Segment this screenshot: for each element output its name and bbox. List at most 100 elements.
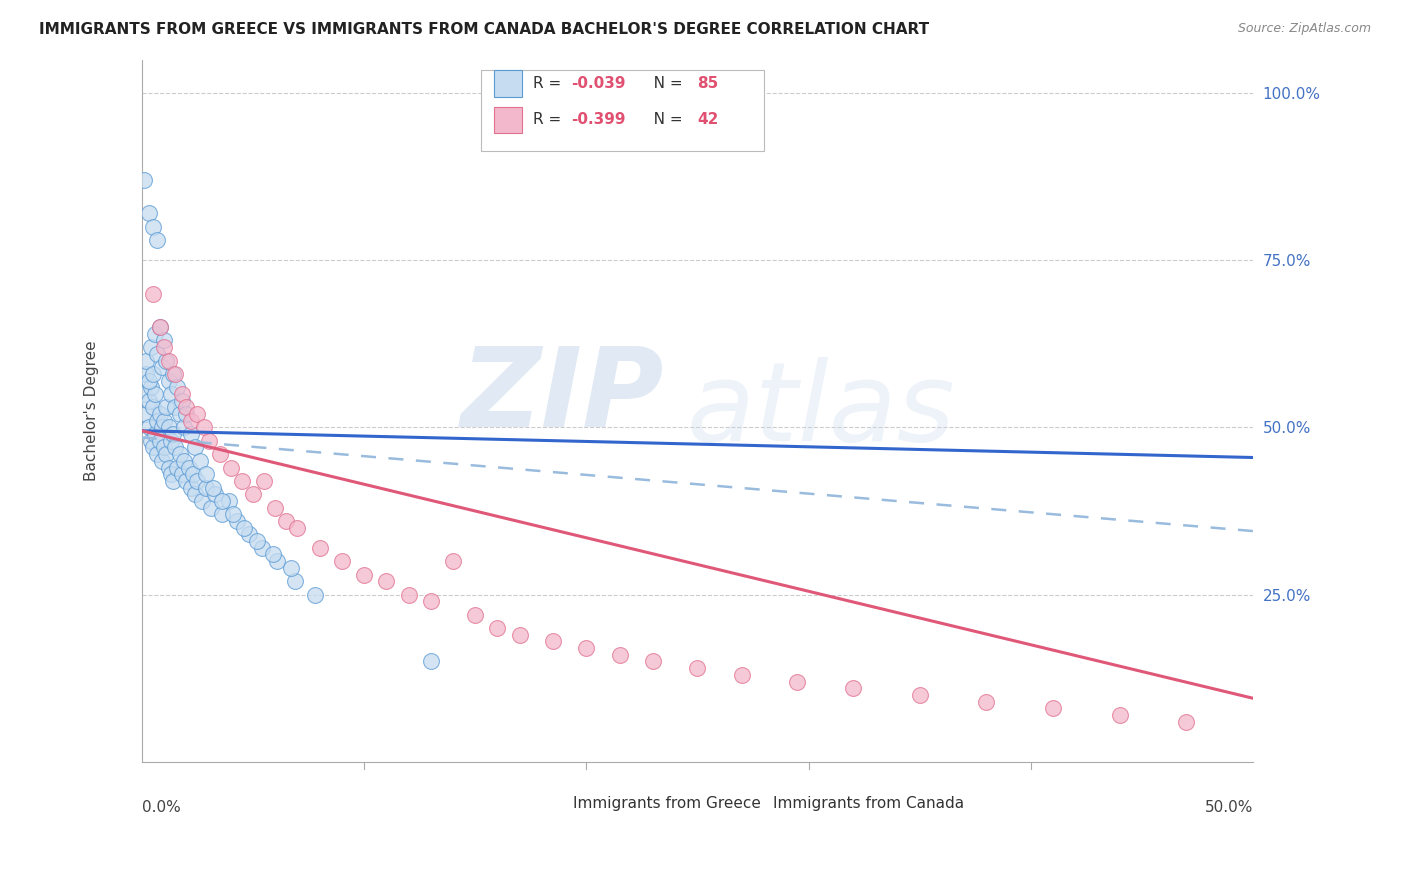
Point bbox=[842, 681, 865, 696]
Point bbox=[149, 434, 172, 448]
Point bbox=[174, 474, 197, 488]
Text: N =: N = bbox=[638, 76, 688, 91]
Point bbox=[162, 474, 184, 488]
Point bbox=[250, 541, 273, 555]
Point bbox=[150, 420, 173, 434]
Text: -0.399: -0.399 bbox=[571, 112, 626, 128]
Point bbox=[149, 320, 172, 334]
Text: Immigrants from Greece: Immigrants from Greece bbox=[574, 796, 761, 811]
Point bbox=[180, 414, 202, 428]
Point bbox=[541, 634, 564, 648]
Point bbox=[162, 427, 184, 442]
Point bbox=[135, 367, 157, 381]
Point bbox=[253, 474, 276, 488]
Point bbox=[138, 420, 160, 434]
Point bbox=[193, 420, 215, 434]
Point bbox=[138, 206, 160, 220]
Point bbox=[226, 514, 249, 528]
Point bbox=[201, 481, 224, 495]
Point bbox=[142, 286, 165, 301]
Bar bbox=[494, 107, 522, 133]
Point bbox=[143, 326, 166, 341]
Point bbox=[375, 574, 398, 589]
Point bbox=[153, 334, 176, 348]
Point bbox=[170, 387, 193, 401]
Point bbox=[238, 527, 260, 541]
Point bbox=[509, 628, 531, 642]
Point bbox=[155, 353, 177, 368]
Point bbox=[146, 414, 169, 428]
Text: 50.0%: 50.0% bbox=[1205, 800, 1253, 815]
Point bbox=[181, 467, 204, 482]
Point bbox=[353, 567, 375, 582]
Point bbox=[211, 494, 233, 508]
Text: R =: R = bbox=[533, 76, 567, 91]
Point bbox=[173, 454, 195, 468]
Point bbox=[150, 454, 173, 468]
Text: 0.0%: 0.0% bbox=[142, 800, 180, 815]
Point bbox=[208, 447, 231, 461]
Bar bbox=[494, 70, 522, 97]
Point bbox=[308, 541, 330, 555]
Point bbox=[159, 434, 181, 448]
Point bbox=[184, 441, 207, 455]
Point bbox=[173, 420, 195, 434]
Point bbox=[441, 554, 464, 568]
Text: ZIP: ZIP bbox=[461, 343, 664, 450]
Point bbox=[304, 588, 326, 602]
Point bbox=[157, 374, 180, 388]
Point bbox=[165, 401, 187, 415]
Point bbox=[169, 407, 191, 421]
Point bbox=[174, 407, 197, 421]
Point bbox=[246, 534, 269, 549]
Point bbox=[222, 508, 245, 522]
Point bbox=[149, 320, 172, 334]
Point bbox=[177, 460, 200, 475]
Point bbox=[155, 447, 177, 461]
Point bbox=[169, 447, 191, 461]
Point bbox=[575, 641, 598, 656]
Text: IMMIGRANTS FROM GREECE VS IMMIGRANTS FROM CANADA BACHELOR'S DEGREE CORRELATION C: IMMIGRANTS FROM GREECE VS IMMIGRANTS FRO… bbox=[39, 22, 929, 37]
Point bbox=[162, 367, 184, 381]
Point bbox=[142, 367, 165, 381]
Point bbox=[146, 447, 169, 461]
Point bbox=[135, 407, 157, 421]
Point bbox=[184, 487, 207, 501]
Point bbox=[170, 393, 193, 408]
Point bbox=[138, 374, 160, 388]
Point bbox=[139, 380, 162, 394]
Point bbox=[1108, 708, 1130, 723]
Point bbox=[219, 460, 242, 475]
Point bbox=[139, 340, 162, 354]
Point bbox=[231, 474, 253, 488]
Point bbox=[398, 588, 420, 602]
Point bbox=[146, 347, 169, 361]
Point bbox=[264, 500, 287, 515]
Point bbox=[150, 360, 173, 375]
Point bbox=[419, 594, 441, 608]
Point bbox=[188, 454, 211, 468]
Point bbox=[1175, 714, 1198, 729]
Point bbox=[153, 414, 176, 428]
Point bbox=[155, 401, 177, 415]
Point bbox=[180, 427, 202, 442]
Point bbox=[142, 441, 165, 455]
Text: Bachelor's Degree: Bachelor's Degree bbox=[84, 341, 100, 481]
Text: Immigrants from Canada: Immigrants from Canada bbox=[773, 796, 965, 811]
Point bbox=[276, 514, 298, 528]
Point bbox=[731, 668, 754, 682]
Point bbox=[191, 494, 214, 508]
Bar bbox=[737, 791, 763, 814]
Text: R =: R = bbox=[533, 112, 567, 128]
Point bbox=[142, 401, 165, 415]
Text: 85: 85 bbox=[697, 76, 718, 91]
FancyBboxPatch shape bbox=[481, 70, 763, 151]
Point bbox=[287, 521, 309, 535]
Point bbox=[142, 219, 165, 234]
Point bbox=[159, 387, 181, 401]
Point bbox=[186, 407, 208, 421]
Point bbox=[157, 353, 180, 368]
Point bbox=[166, 380, 188, 394]
Point bbox=[180, 481, 202, 495]
Point bbox=[609, 648, 631, 662]
